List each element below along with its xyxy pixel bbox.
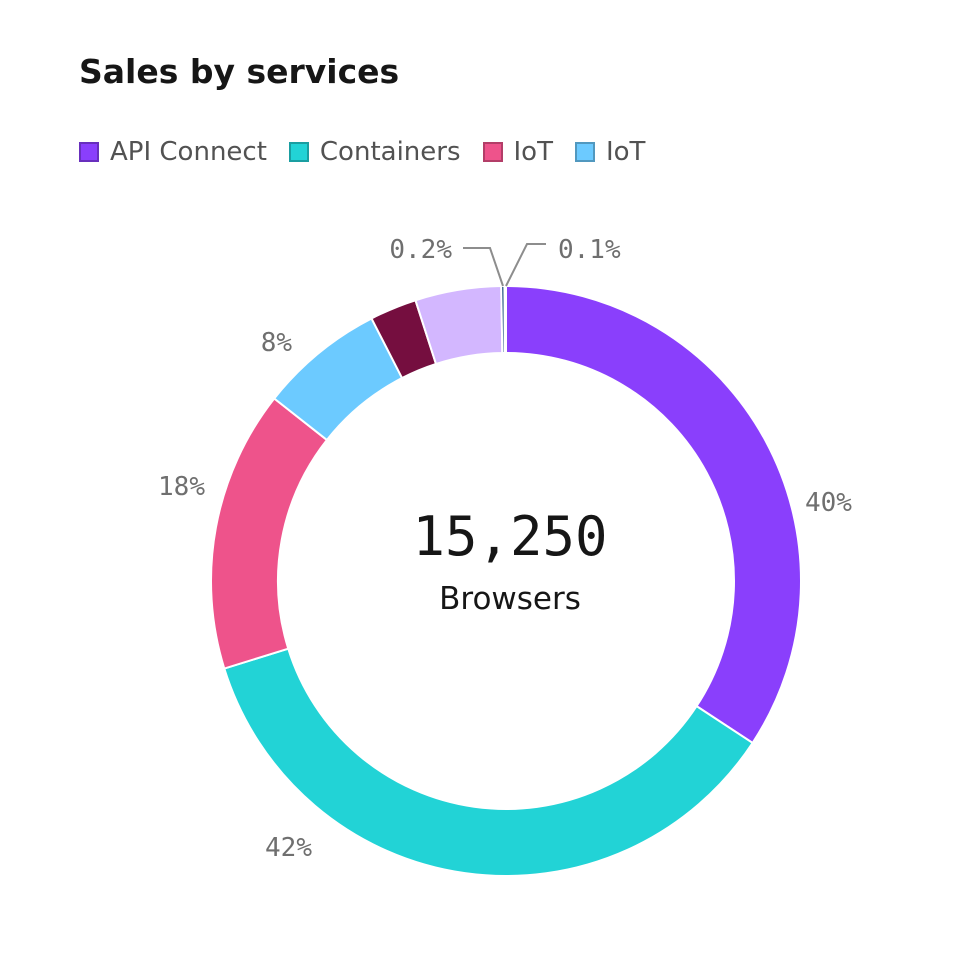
slice-label-0: 40% <box>805 488 852 518</box>
slice-labels: 40% 42% 18% 8% 0.2% 0.1% <box>158 235 852 863</box>
legend-label-iot-blue: IoT <box>605 137 646 167</box>
legend-item-iot-blue[interactable]: IoT <box>574 137 646 167</box>
donut-slice-7[interactable] <box>503 284 507 355</box>
legend-label-api-connect: API Connect <box>110 137 267 167</box>
legend-swatch-iot-blue <box>574 142 595 162</box>
chart-legend: API Connect Containers IoT IoT <box>79 134 667 170</box>
legend-label-containers: Containers <box>319 137 461 167</box>
center-total-value: 15,250 <box>412 505 607 568</box>
donut-slice-1[interactable] <box>223 647 754 877</box>
donut-slices <box>210 284 802 877</box>
legend-item-api-connect[interactable]: API Connect <box>79 137 267 167</box>
legend-item-containers[interactable]: Containers <box>288 137 461 167</box>
legend-item-iot-pink[interactable]: IoT <box>482 137 553 167</box>
slice-label-6: 0.2% <box>389 235 452 265</box>
slice-label-2: 18% <box>158 472 205 502</box>
legend-swatch-containers <box>288 142 309 162</box>
slice-label-7: 0.1% <box>558 235 621 265</box>
slice-label-1: 42% <box>265 833 312 863</box>
donut-slice-0[interactable] <box>505 284 802 745</box>
legend-label-iot-pink: IoT <box>513 137 553 167</box>
leader-line-6 <box>463 247 504 287</box>
legend-swatch-api-connect <box>79 142 99 162</box>
donut-slice-2[interactable] <box>210 397 329 670</box>
chart-title: Sales by services <box>79 52 400 91</box>
slice-label-3: 8% <box>261 328 293 358</box>
leader-lines <box>463 243 546 287</box>
leader-line-7 <box>505 243 546 287</box>
legend-swatch-iot-pink <box>482 142 503 162</box>
center-total-label: Browsers <box>439 581 581 617</box>
